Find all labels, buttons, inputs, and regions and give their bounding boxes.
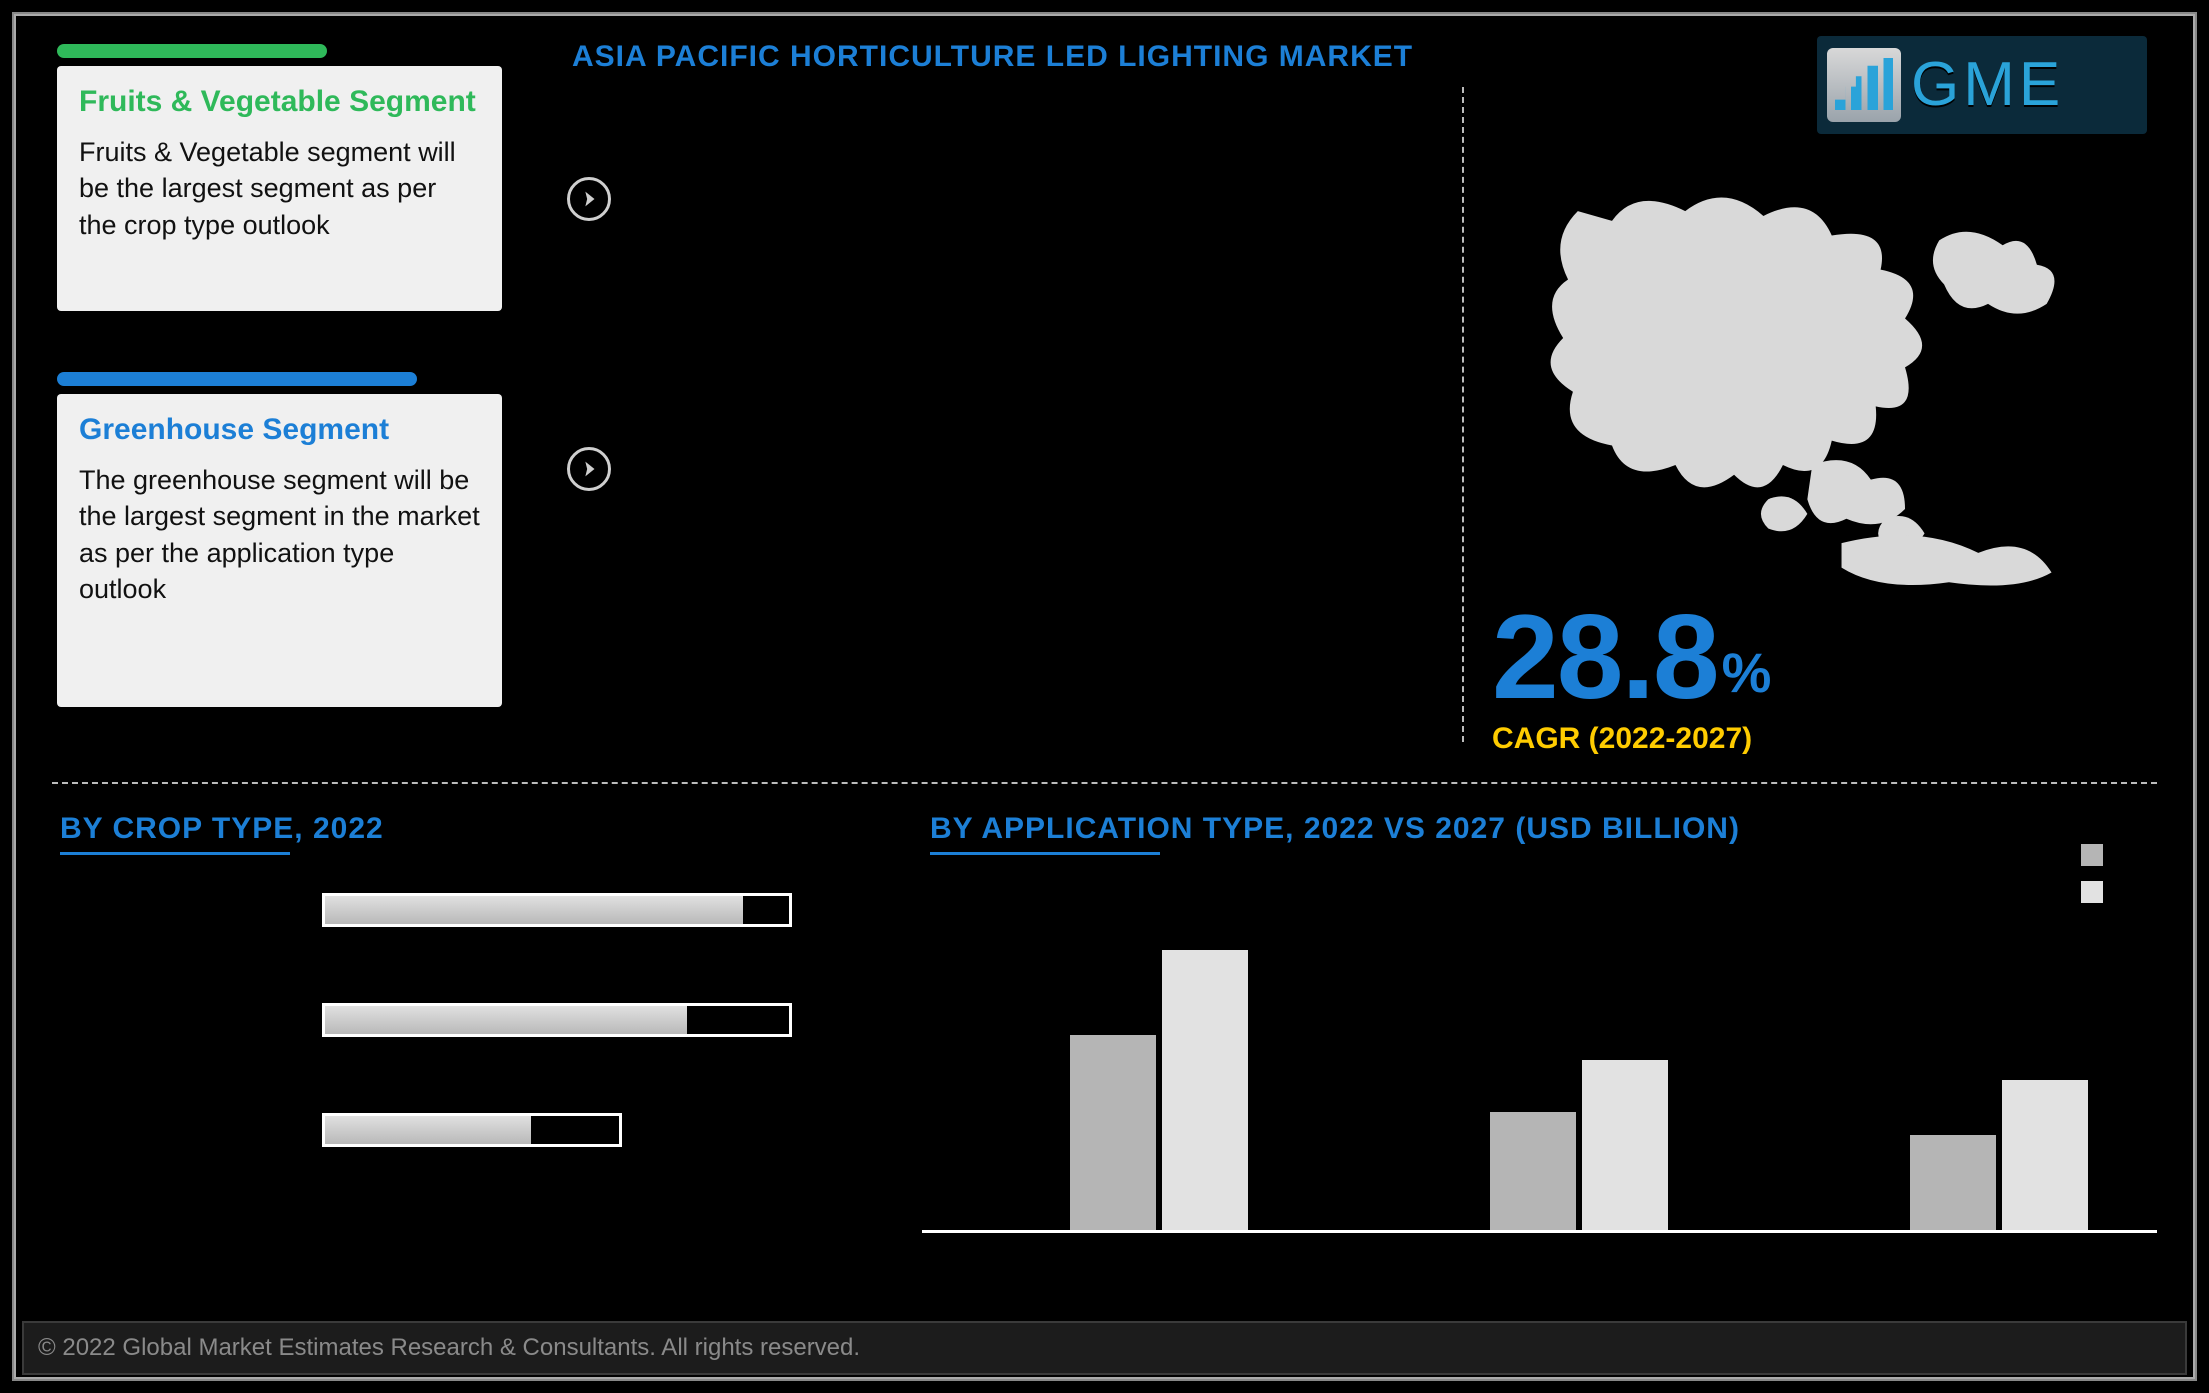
panel-title: BY APPLICATION TYPE, 2022 VS 2027 (USD B… xyxy=(930,812,2157,846)
crop-type-chart xyxy=(52,883,882,1147)
chevron-right-icon xyxy=(567,177,611,221)
card-body: Fruits & Vegetable segment will be the l… xyxy=(79,134,480,243)
segment-card-fruits: Fruits & Vegetable Segment Fruits & Vege… xyxy=(57,66,502,311)
footer-bar: © 2022 Global Market Estimates Research … xyxy=(22,1321,2187,1375)
bar-group xyxy=(1490,1060,1690,1230)
card-title: Greenhouse Segment xyxy=(79,412,480,448)
panel-underline xyxy=(60,852,290,855)
legend-swatch xyxy=(2081,844,2103,866)
crop-type-panel: BY CROP TYPE, 2022 xyxy=(52,802,882,1301)
gme-logo: GME xyxy=(1817,36,2147,134)
hbar-fill xyxy=(325,1116,531,1144)
chevron-right-icon xyxy=(567,447,611,491)
card-body: The greenhouse segment will be the large… xyxy=(79,462,480,608)
asia-pacific-map-icon xyxy=(1517,172,2127,592)
stat-number: 28.8 xyxy=(1492,597,1718,717)
x-axis xyxy=(922,1230,2157,1233)
bottom-section: BY CROP TYPE, 2022 xyxy=(52,802,2157,1301)
bar-2022 xyxy=(1910,1135,1996,1230)
stat-suffix: % xyxy=(1722,640,1772,705)
legend-item: 2022 xyxy=(2081,843,2158,866)
infographic-frame: ASIA PACIFIC HORTICULTURE LED LIGHTING M… xyxy=(0,0,2209,1393)
chart-legend: 2022 2027 xyxy=(2081,843,2158,903)
application-type-chart: 2022 2027 xyxy=(922,883,2157,1233)
legend-swatch xyxy=(2081,881,2103,903)
card-title: Fruits & Vegetable Segment xyxy=(79,84,480,120)
cagr-value: 28.8 % xyxy=(1492,597,1771,717)
logo-text: GME xyxy=(1911,54,2064,116)
logo-mark-icon xyxy=(1827,48,1901,122)
application-type-panel: BY APPLICATION TYPE, 2022 VS 2027 (USD B… xyxy=(922,802,2157,1301)
legend-label: 2027 xyxy=(2113,880,2158,903)
hbar-fill xyxy=(325,1006,687,1034)
hbar-row xyxy=(322,1113,882,1147)
top-section: ASIA PACIFIC HORTICULTURE LED LIGHTING M… xyxy=(42,32,2167,762)
bar-2027 xyxy=(2002,1080,2088,1230)
horizontal-divider xyxy=(52,782,2157,784)
legend-item: 2027 xyxy=(2081,880,2158,903)
hbar-track xyxy=(322,1003,792,1037)
bar-2022 xyxy=(1070,1035,1156,1230)
hbar-fill xyxy=(325,896,743,924)
legend-label: 2022 xyxy=(2113,843,2158,866)
bar-2027 xyxy=(1582,1060,1668,1230)
panel-underline xyxy=(930,852,1160,855)
bar-2022 xyxy=(1490,1112,1576,1230)
segment-card-greenhouse: Greenhouse Segment The greenhouse segmen… xyxy=(57,394,502,707)
card-accent-2 xyxy=(57,372,417,386)
card-accent-1 xyxy=(57,44,327,58)
cagr-label: CAGR (2022-2027) xyxy=(1492,722,1752,756)
vertical-divider xyxy=(1462,87,1464,742)
hbar-row xyxy=(322,1003,882,1037)
hbar-row xyxy=(322,893,882,927)
panel-title: BY CROP TYPE, 2022 xyxy=(60,812,882,846)
bar-2027 xyxy=(1162,950,1248,1230)
hbar-track xyxy=(322,893,792,927)
bar-group xyxy=(1910,1080,2110,1230)
hbar-track xyxy=(322,1113,622,1147)
bar-group xyxy=(1070,950,1270,1230)
main-title: ASIA PACIFIC HORTICULTURE LED LIGHTING M… xyxy=(572,40,1413,74)
copyright-text: © 2022 Global Market Estimates Research … xyxy=(38,1334,860,1362)
